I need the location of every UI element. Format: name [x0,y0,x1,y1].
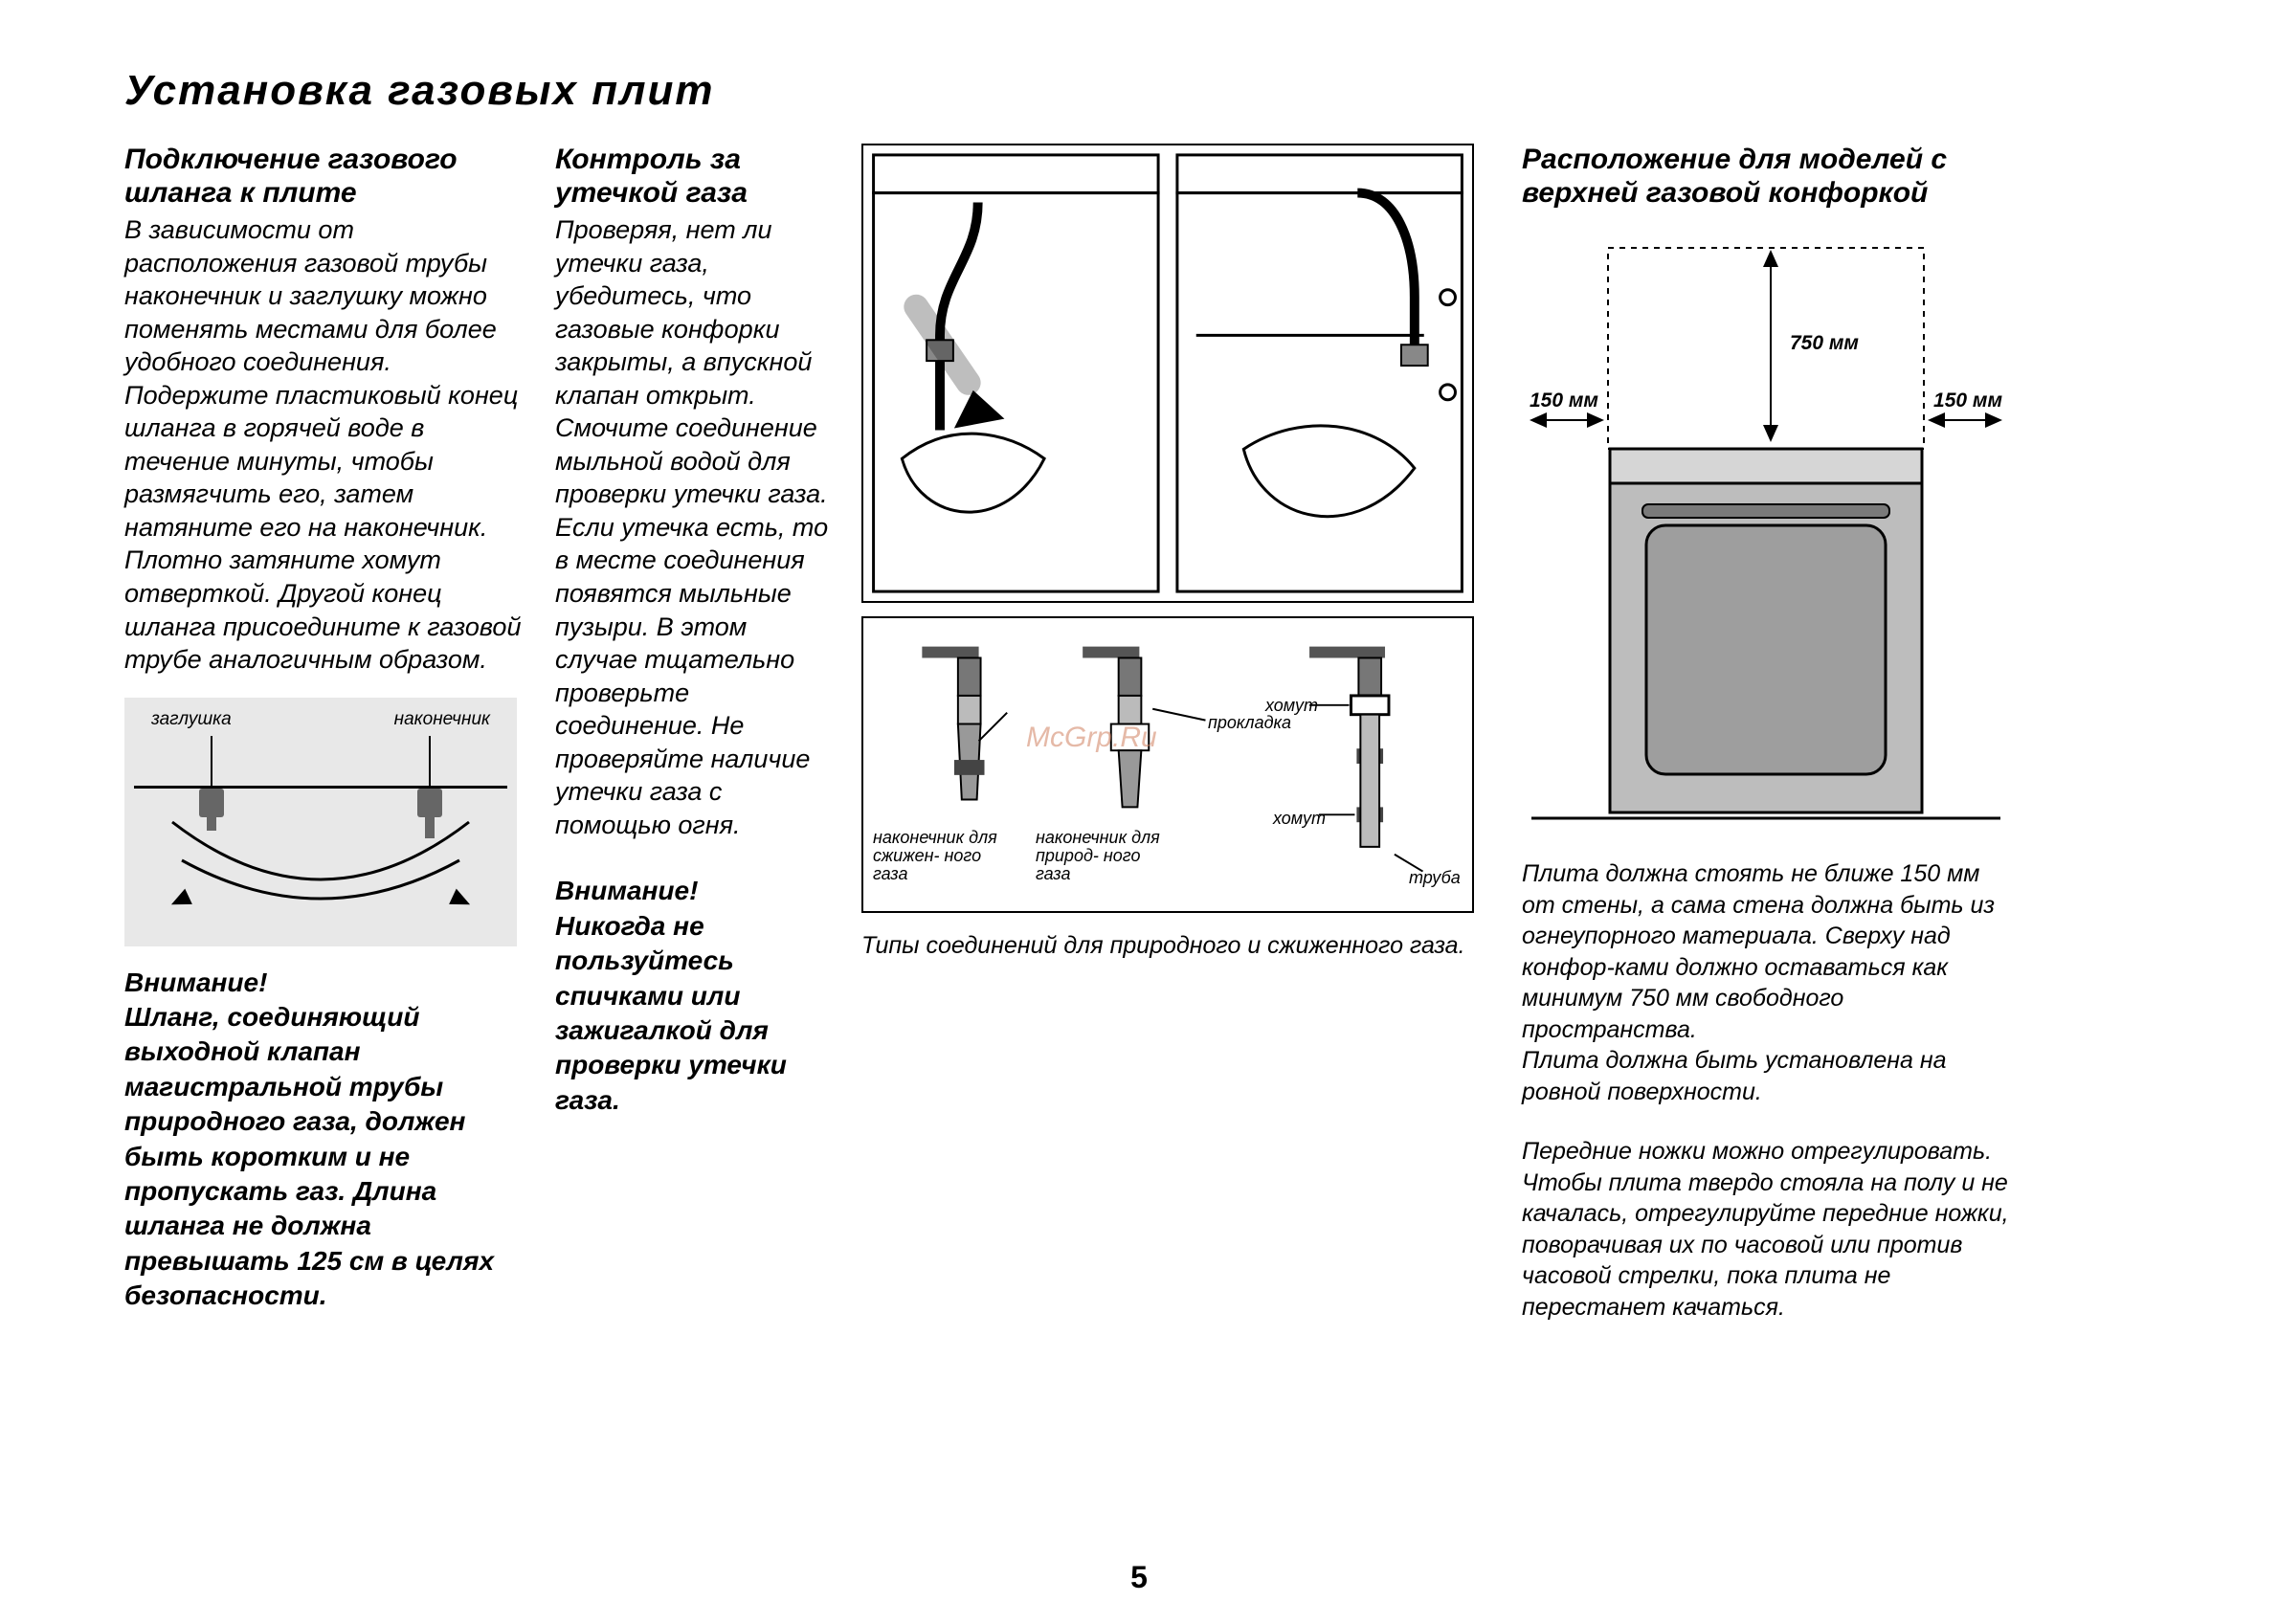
diag1-label-tip: наконечник [394,709,490,730]
col4-heading: Расположение для моделей с верхней газов… [1522,144,2020,210]
diag1-leader-left [211,736,212,786]
clearance-diagram: 750 мм 150 мм 150 мм [1522,229,2010,841]
diag1-label-plug: заглушка [151,709,232,730]
col4-body2: Передние ножки можно отрегулировать. Что… [1522,1136,2020,1323]
hose-swap-diagram: заглушка наконечник [124,698,517,946]
column-3: McGrp.Ru наконечник для сжижен- ного газ… [861,144,1474,1323]
watermark-text: McGrp.Ru [1026,722,1157,754]
swap-arrows-icon [153,812,488,927]
col1-heading: Подключение газового шланга к плите [124,144,526,210]
label-nat-tip: наконечник для природ- ного газа [1036,829,1179,883]
column-1: Подключение газового шланга к плите В за… [124,144,526,1323]
columns-wrapper: Подключение газового шланга к плите В за… [124,144,2173,1323]
label-pipe: труба [1409,869,1461,887]
connector-types-illustration: McGrp.Ru наконечник для сжижен- ного газ… [861,616,1474,913]
column-4: Расположение для моделей с верхней газов… [1522,144,2020,1323]
col3-caption: Типы соединений для природного и сжиженн… [861,930,1474,962]
page-number: 5 [1130,1560,1148,1595]
col2-body: Проверяя, нет ли утечки газа, убедитесь,… [555,213,833,841]
col4-body1: Плита должна стоять не ближе 150 мм от с… [1522,858,2020,1107]
col1-body: В зависимости от расположения газовой тр… [124,213,526,677]
label-gasket: прокладка [1208,714,1291,732]
page-title: Установка газовых плит [124,67,2173,115]
dim-150-right: 150 мм [1933,389,2002,412]
col1-warning: Внимание! Шланг, соединяющий выходной кл… [124,966,526,1314]
label-clamp-top: хомут [1265,697,1318,715]
label-lpg-tip: наконечник для сжижен- ного газа [873,829,1016,883]
diag1-pipe-line [134,786,507,789]
dim-150-left: 150 мм [1530,389,1598,412]
col2-heading: Контроль за утечкой газа [555,144,833,210]
dim-750: 750 мм [1790,332,1859,355]
col2-warning: Внимание! Никогда не пользуйтесь спичкам… [555,874,833,1118]
label-clamp-bottom: хомут [1273,810,1326,828]
column-2: Контроль за утечкой газа Проверяя, нет л… [555,144,833,1323]
diag1-leader-right [429,736,431,786]
hose-connection-illustration [861,144,1474,603]
